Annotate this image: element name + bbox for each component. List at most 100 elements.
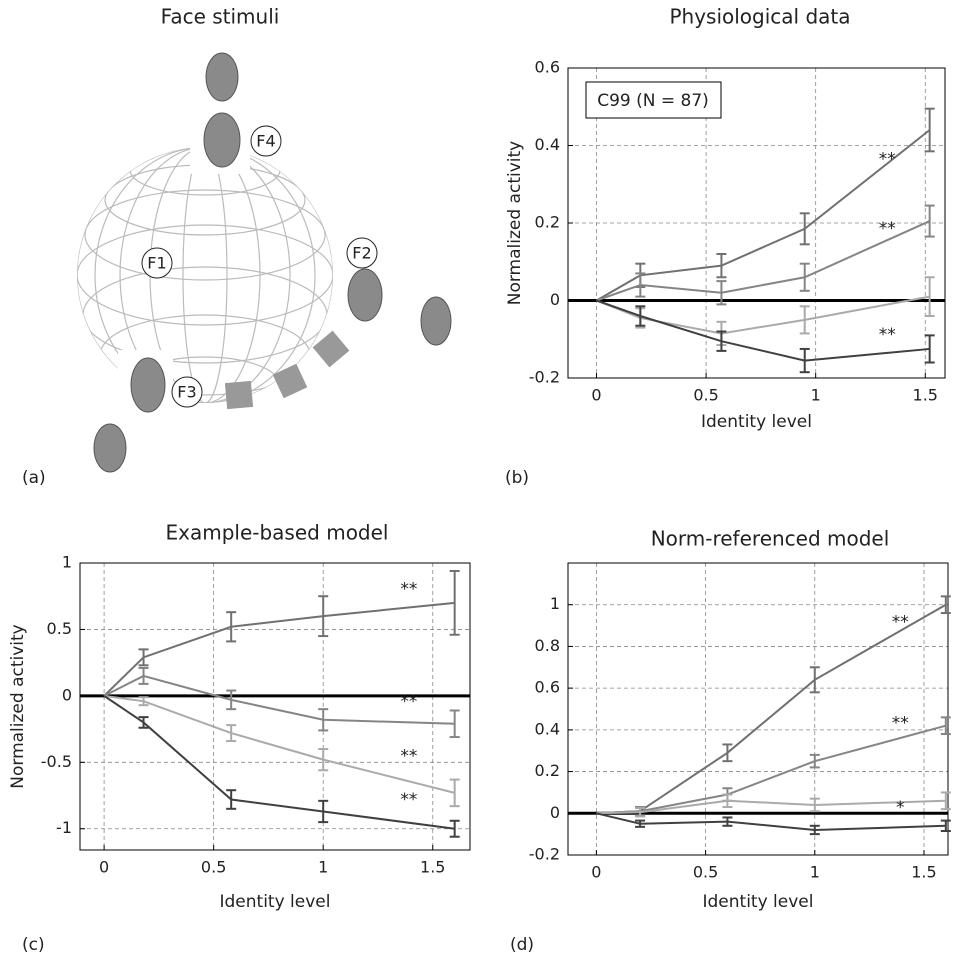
significance-label: ** <box>400 580 417 600</box>
error-bar <box>722 743 733 763</box>
significance-label: * <box>896 798 905 818</box>
error-bar <box>226 724 237 743</box>
error-bar <box>924 276 935 317</box>
y-tick-label: 0.4 <box>535 135 560 154</box>
error-bar <box>799 262 810 292</box>
y-tick-label: -0.2 <box>529 368 560 387</box>
y-tick-label: 0.5 <box>47 619 72 638</box>
error-bar <box>799 212 810 246</box>
significance-label: ** <box>879 149 896 169</box>
y-tick-label: 0.6 <box>535 678 560 697</box>
x-axis-label: Identity level <box>701 412 812 432</box>
x-tick-label: 1.5 <box>911 863 936 882</box>
error-bar <box>940 791 951 811</box>
error-bar <box>635 305 646 327</box>
panel-label: (a) <box>22 468 46 488</box>
error-bar <box>635 272 646 298</box>
significance-label: ** <box>879 325 896 345</box>
error-bar <box>722 816 733 827</box>
y-tick-label: 0 <box>62 685 72 704</box>
y-tick-label: 0.6 <box>535 58 560 77</box>
error-bar <box>318 595 329 638</box>
error-bar <box>799 305 810 335</box>
y-tick-label: -0.5 <box>41 752 72 771</box>
chart-title: Physiological data <box>669 5 850 29</box>
error-bar <box>318 748 329 772</box>
x-tick-label: 1 <box>811 386 821 405</box>
error-bar <box>138 696 149 707</box>
series-line <box>596 799 946 815</box>
error-bar <box>449 778 460 808</box>
error-bar <box>138 648 149 667</box>
significance-label: ** <box>400 746 417 766</box>
error-bar <box>226 789 237 810</box>
error-bar <box>799 347 810 374</box>
significance-label: ** <box>892 713 909 733</box>
error-bar <box>716 330 727 352</box>
y-tick-label: -1 <box>56 818 72 837</box>
y-tick-label: 0.2 <box>535 213 560 232</box>
y-tick-label: 0 <box>550 803 560 822</box>
stimulus-label: F3 <box>177 383 196 402</box>
significance-label: ** <box>400 692 417 712</box>
error-bar <box>809 824 820 836</box>
x-tick-label: 0 <box>99 858 109 877</box>
significance-label: ** <box>400 790 417 810</box>
x-tick-label: 0 <box>591 386 601 405</box>
chart-panel: Example-based model (c) Identity level Norm… <box>8 521 471 955</box>
error-bar <box>716 253 727 279</box>
error-bar <box>449 819 460 838</box>
x-tick-label: 1.5 <box>913 386 938 405</box>
series-line <box>596 603 947 815</box>
error-bar <box>318 708 329 732</box>
error-bar <box>449 569 460 636</box>
error-bar <box>449 709 460 739</box>
y-tick-label: -0.2 <box>529 845 560 864</box>
x-tick-label: 1 <box>318 858 328 877</box>
significance-label: ** <box>892 612 909 632</box>
stimulus-label: F1 <box>147 254 166 273</box>
stimulus-label: F2 <box>352 244 371 263</box>
error-bar <box>138 666 149 685</box>
plot-frame <box>567 562 949 856</box>
panel-label: (d) <box>510 935 534 955</box>
error-bar <box>809 753 820 769</box>
y-tick-label: 0 <box>550 290 560 309</box>
x-tick-label: 0.5 <box>693 386 718 405</box>
error-bar <box>138 716 149 729</box>
error-bar <box>226 689 237 711</box>
x-tick-label: 1 <box>810 863 820 882</box>
x-tick-label: 1.5 <box>420 858 445 877</box>
error-bar <box>924 204 935 238</box>
error-bar <box>940 595 951 615</box>
y-tick-label: 1 <box>550 594 560 613</box>
panel-label: (c) <box>22 935 45 955</box>
series-line <box>596 724 947 815</box>
y-axis-label: Normalized activity <box>505 141 525 305</box>
series-line <box>596 812 946 831</box>
error-bar <box>940 716 951 736</box>
panel-label: (b) <box>505 468 529 488</box>
y-tick-label: 1 <box>62 553 72 572</box>
error-bar <box>809 797 820 813</box>
y-tick-label: 0.4 <box>535 719 560 738</box>
panel-a: Face stimuli (a) <box>22 5 460 488</box>
inset-box <box>585 81 722 119</box>
panel-title: Face stimuli <box>161 5 280 29</box>
error-bar <box>635 819 646 828</box>
y-tick-label: 0.8 <box>535 636 560 655</box>
error-bar <box>809 666 820 694</box>
chart-title: Example-based model <box>166 521 389 545</box>
error-bar <box>318 799 329 824</box>
plot-frame <box>79 562 471 851</box>
y-tick-label: 0.2 <box>535 761 560 780</box>
inset-label: C99 (N = 87) <box>597 91 709 111</box>
y-axis-label: Normalized activity <box>8 624 28 788</box>
error-bar <box>716 280 727 306</box>
error-bar <box>924 107 935 153</box>
x-tick-label: 0 <box>591 863 601 882</box>
chart-title: Norm-referenced model <box>651 527 890 551</box>
error-bar <box>226 611 237 643</box>
chart-panel: Physiological data (b) Identity level Norma… <box>505 5 946 488</box>
